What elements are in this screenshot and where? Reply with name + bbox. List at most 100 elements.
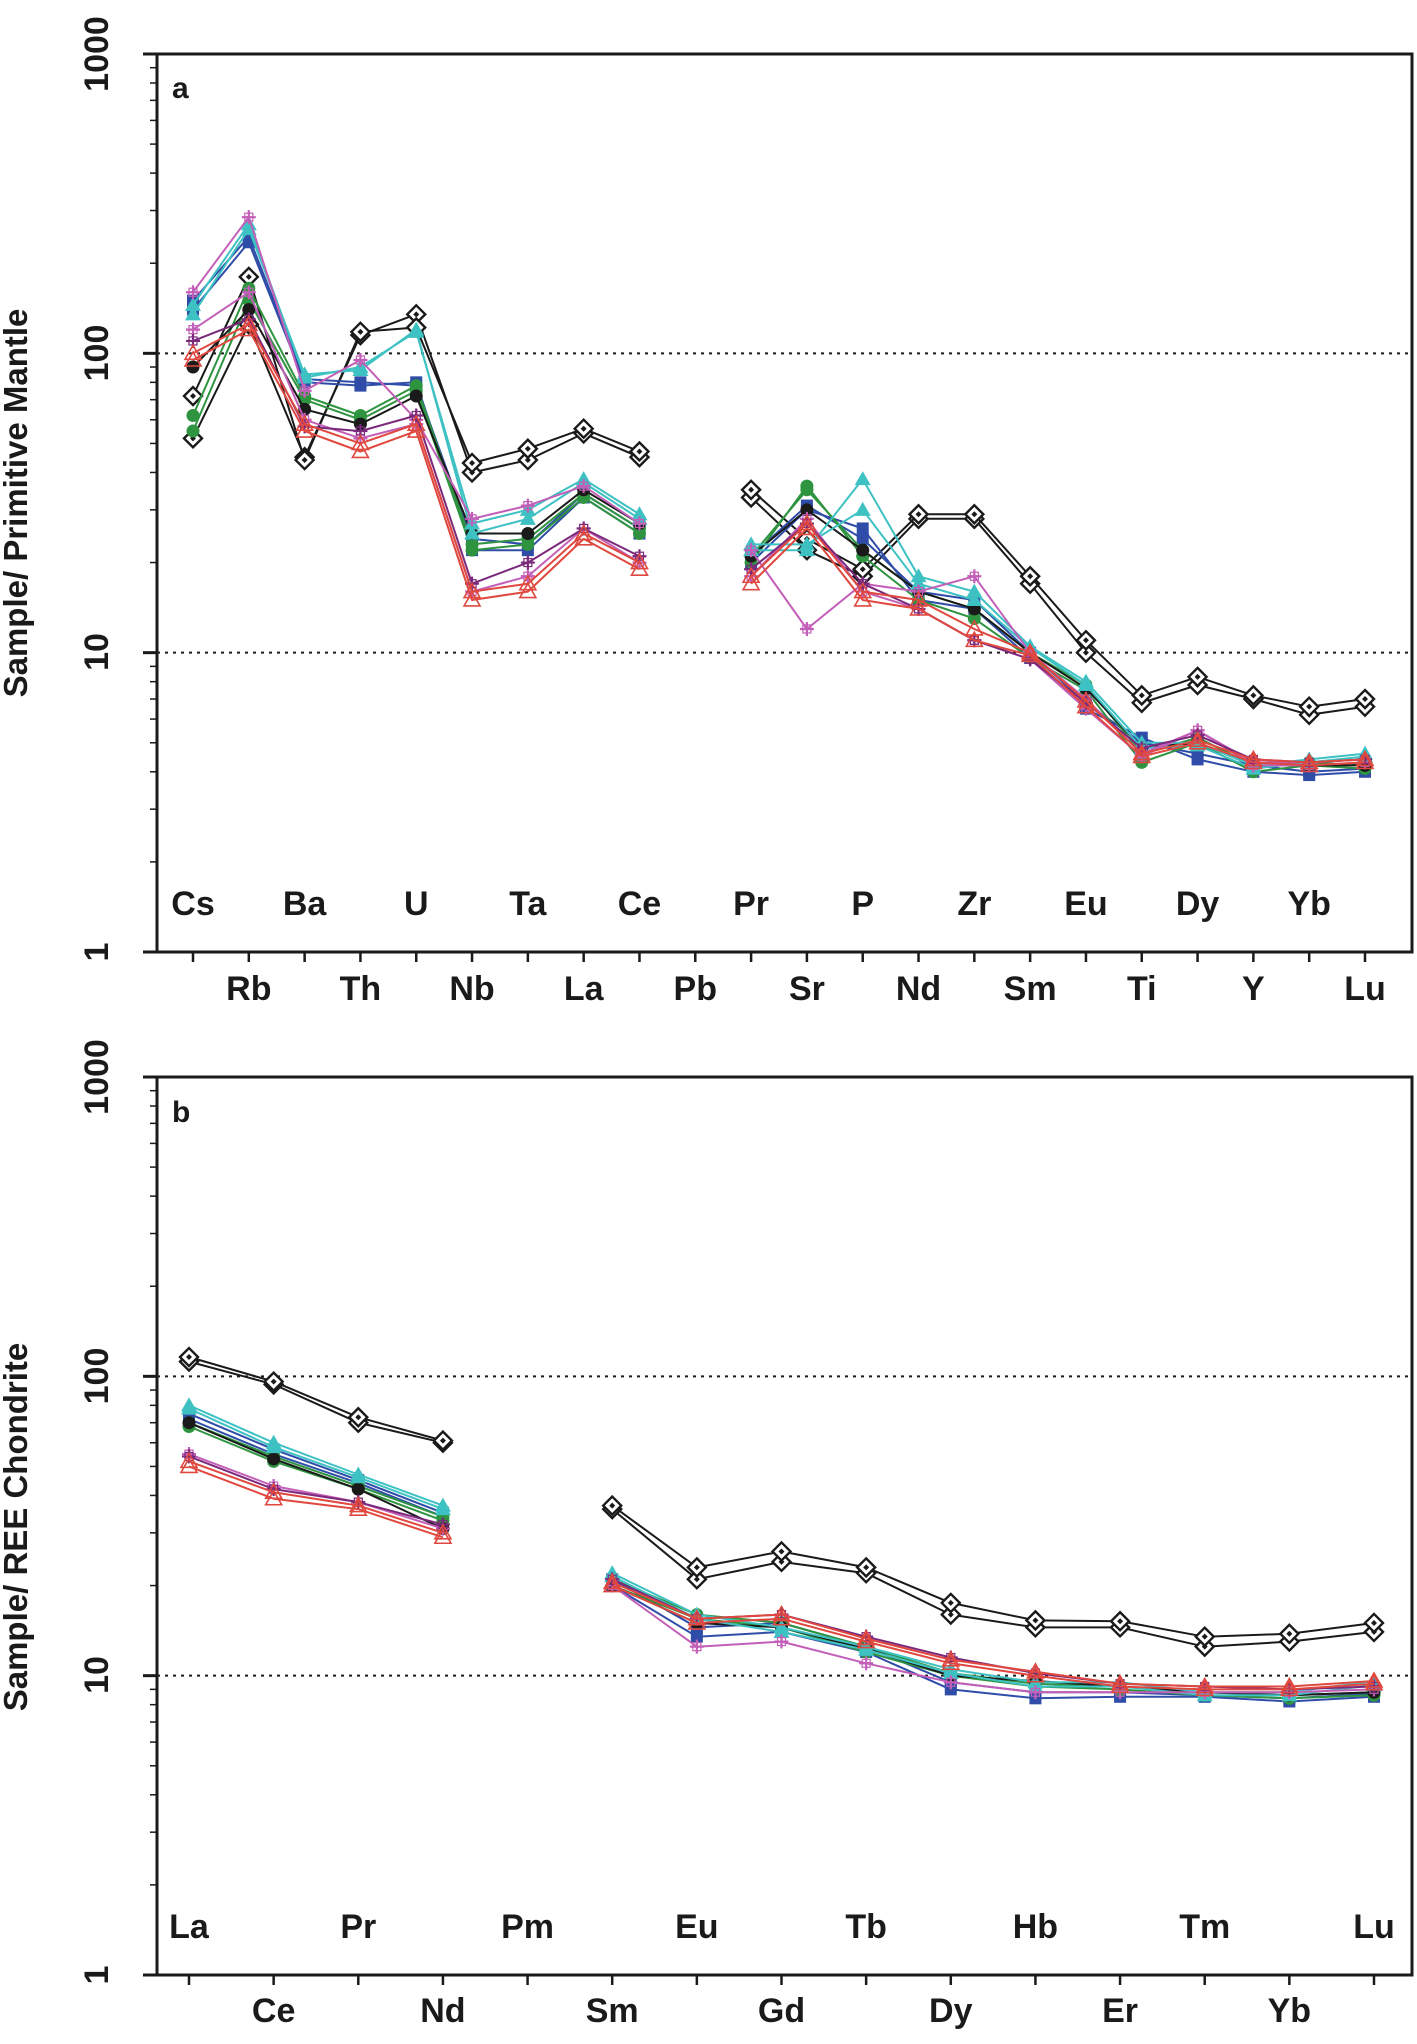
data-point [853,590,873,607]
panel-a: a Sample/ Primitive Mantle 1 10 100 1000… [0,16,1414,1008]
x-tick-label: Yb [1268,1992,1311,2030]
data-point [351,1482,365,1496]
data-point [1244,752,1263,770]
marker-center [636,448,643,455]
marker-frame [946,1677,956,1687]
marker-center [863,1564,870,1571]
data-point [859,1656,874,1671]
data-point [183,343,203,361]
marker-center [355,1414,362,1421]
data-point [408,323,425,338]
x-tick-label: Tb [845,1908,887,1946]
x-tick-label: Er [1102,1992,1138,2030]
data-point [1110,1676,1130,1694]
x-tick-label: Ba [283,885,328,923]
marker-center [301,457,308,464]
series-line [192,328,1366,767]
x-tick-label: Dy [1176,885,1220,923]
data-point [1279,1679,1299,1697]
marker-center [1032,1617,1039,1624]
series-line [188,1425,1375,1700]
x-tick-label: Ta [509,885,547,923]
data-point [856,543,870,557]
data-point [690,1630,703,1643]
data-point [179,1456,199,1474]
data-point [433,1523,453,1540]
data-point [1195,1679,1215,1697]
marker-frame [969,571,979,581]
data-point [1028,1685,1043,1700]
x-tick-label: Sm [1004,970,1057,1008]
x-tick-label: La [169,1908,210,1946]
x-tick-label: Nd [896,970,941,1008]
series-line [188,1465,1375,1691]
marker-frame [861,1658,871,1668]
data-point [1355,752,1375,770]
series-layer [143,52,1412,962]
data-point [966,591,983,606]
series-line [192,241,1366,777]
data-point [856,522,869,535]
marker-center [1138,692,1145,699]
data-point [185,306,201,321]
x-tick-label: Ti [1127,970,1157,1008]
data-point [351,441,370,459]
x-tick-label: Pb [674,970,717,1008]
y-tick-label: 1 [78,943,116,962]
data-point [520,555,535,570]
marker-center [186,1354,192,1361]
marker-center [439,1437,446,1444]
data-point [964,630,984,648]
data-point [518,574,538,591]
data-point [1020,645,1040,663]
data-point [967,569,982,584]
x-tick-label: Gd [758,1992,805,2030]
series-line [188,1453,1375,1694]
data-point [856,1628,876,1646]
data-point [1132,744,1152,761]
marker-frame [523,500,533,511]
data-point [518,581,538,599]
x-tick-label: Ce [618,885,661,923]
marker-frame [300,386,310,396]
data-point [1020,643,1040,660]
data-point [409,389,423,403]
series-line [188,1360,1375,1648]
x-tick-label: Pm [501,1908,554,1946]
marker-frame [802,624,812,634]
marker-frame [746,564,756,574]
data-point [348,1499,368,1516]
data-point [348,1495,368,1513]
data-point [1364,1671,1384,1688]
marker-frame [1030,1687,1041,1697]
data-point [772,1609,791,1626]
data-point [179,1451,199,1469]
data-point [351,433,370,451]
series [187,230,1371,778]
marker-frame [579,481,589,491]
data-point [354,376,367,389]
marker-center [915,511,922,518]
marker-frame [746,545,756,555]
series-line [192,323,1366,764]
series-layer [143,1075,1412,1985]
y-axis-title: Sample/ Primitive Mantle [0,309,34,698]
marker-center [693,1564,700,1571]
data-point [966,583,983,598]
data-point [519,510,536,525]
marker-center [245,273,252,280]
plot-frame [155,52,1414,954]
marker-center [971,511,978,518]
x-tick-label: Nb [449,970,494,1008]
marker-center [580,425,587,432]
data-point [1364,1674,1384,1691]
data-point [1279,1676,1299,1694]
panel-label: b [172,1096,190,1129]
data-point [909,599,928,616]
data-point [687,1613,707,1630]
marker-frame [411,410,421,421]
series [179,1456,1384,1697]
data-point [1110,1674,1130,1691]
data-point [941,1650,961,1667]
data-point [798,536,815,551]
